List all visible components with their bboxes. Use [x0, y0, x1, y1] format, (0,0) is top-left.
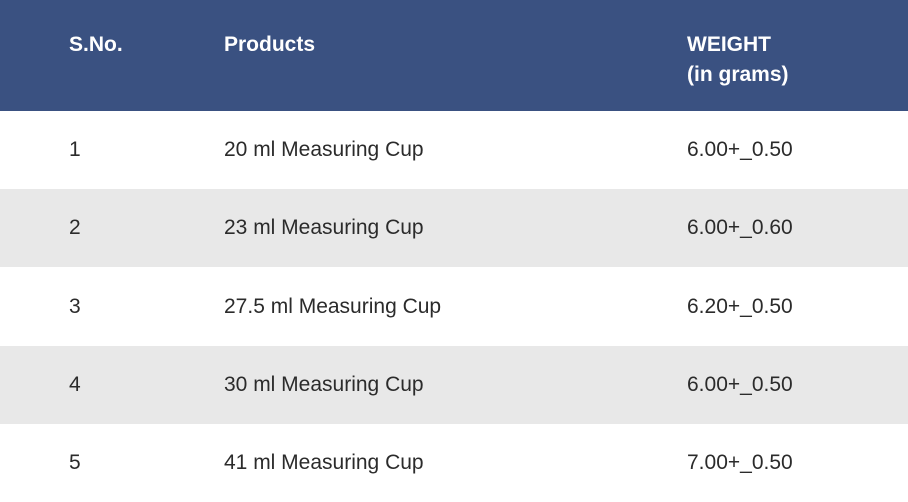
header-weight-unit: (in grams) [687, 63, 789, 86]
header-weight-title: WEIGHT [687, 33, 771, 56]
row-sno: 3 [69, 294, 81, 318]
row-weight: 6.00+_0.60 [687, 216, 793, 239]
table-row: 1 20 ml Measuring Cup 6.00+_0.50 [0, 111, 908, 189]
header-products: Products [224, 33, 316, 56]
table-row: 3 27.5 ml Measuring Cup 6.20+_0.50 [0, 267, 908, 346]
row-product: 30 ml Measuring Cup [224, 373, 424, 396]
table-row: 5 41 ml Measuring Cup 7.00+_0.50 [0, 424, 908, 502]
row-sno: 2 [69, 216, 81, 239]
table-row: 2 23 ml Measuring Cup 6.00+_0.60 [0, 189, 908, 267]
row-product: 41 ml Measuring Cup [224, 451, 424, 474]
header-sno: S.No. [69, 33, 123, 56]
row-sno: 4 [69, 373, 81, 396]
table-header: S.No. Products WEIGHT (in grams) [0, 0, 908, 111]
row-weight: 6.20+_0.50 [687, 294, 793, 318]
row-sno: 1 [69, 138, 81, 161]
row-product: 27.5 ml Measuring Cup [224, 294, 442, 318]
row-weight: 6.00+_0.50 [687, 138, 793, 161]
row-weight: 7.00+_0.50 [687, 451, 793, 474]
table-row: 4 30 ml Measuring Cup 6.00+_0.50 [0, 346, 908, 424]
row-weight: 6.00+_0.50 [687, 373, 793, 396]
row-product: 20 ml Measuring Cup [224, 138, 424, 161]
row-sno: 5 [69, 451, 81, 474]
header-weight: WEIGHT (in grams) [687, 30, 789, 90]
row-product: 23 ml Measuring Cup [224, 216, 424, 239]
